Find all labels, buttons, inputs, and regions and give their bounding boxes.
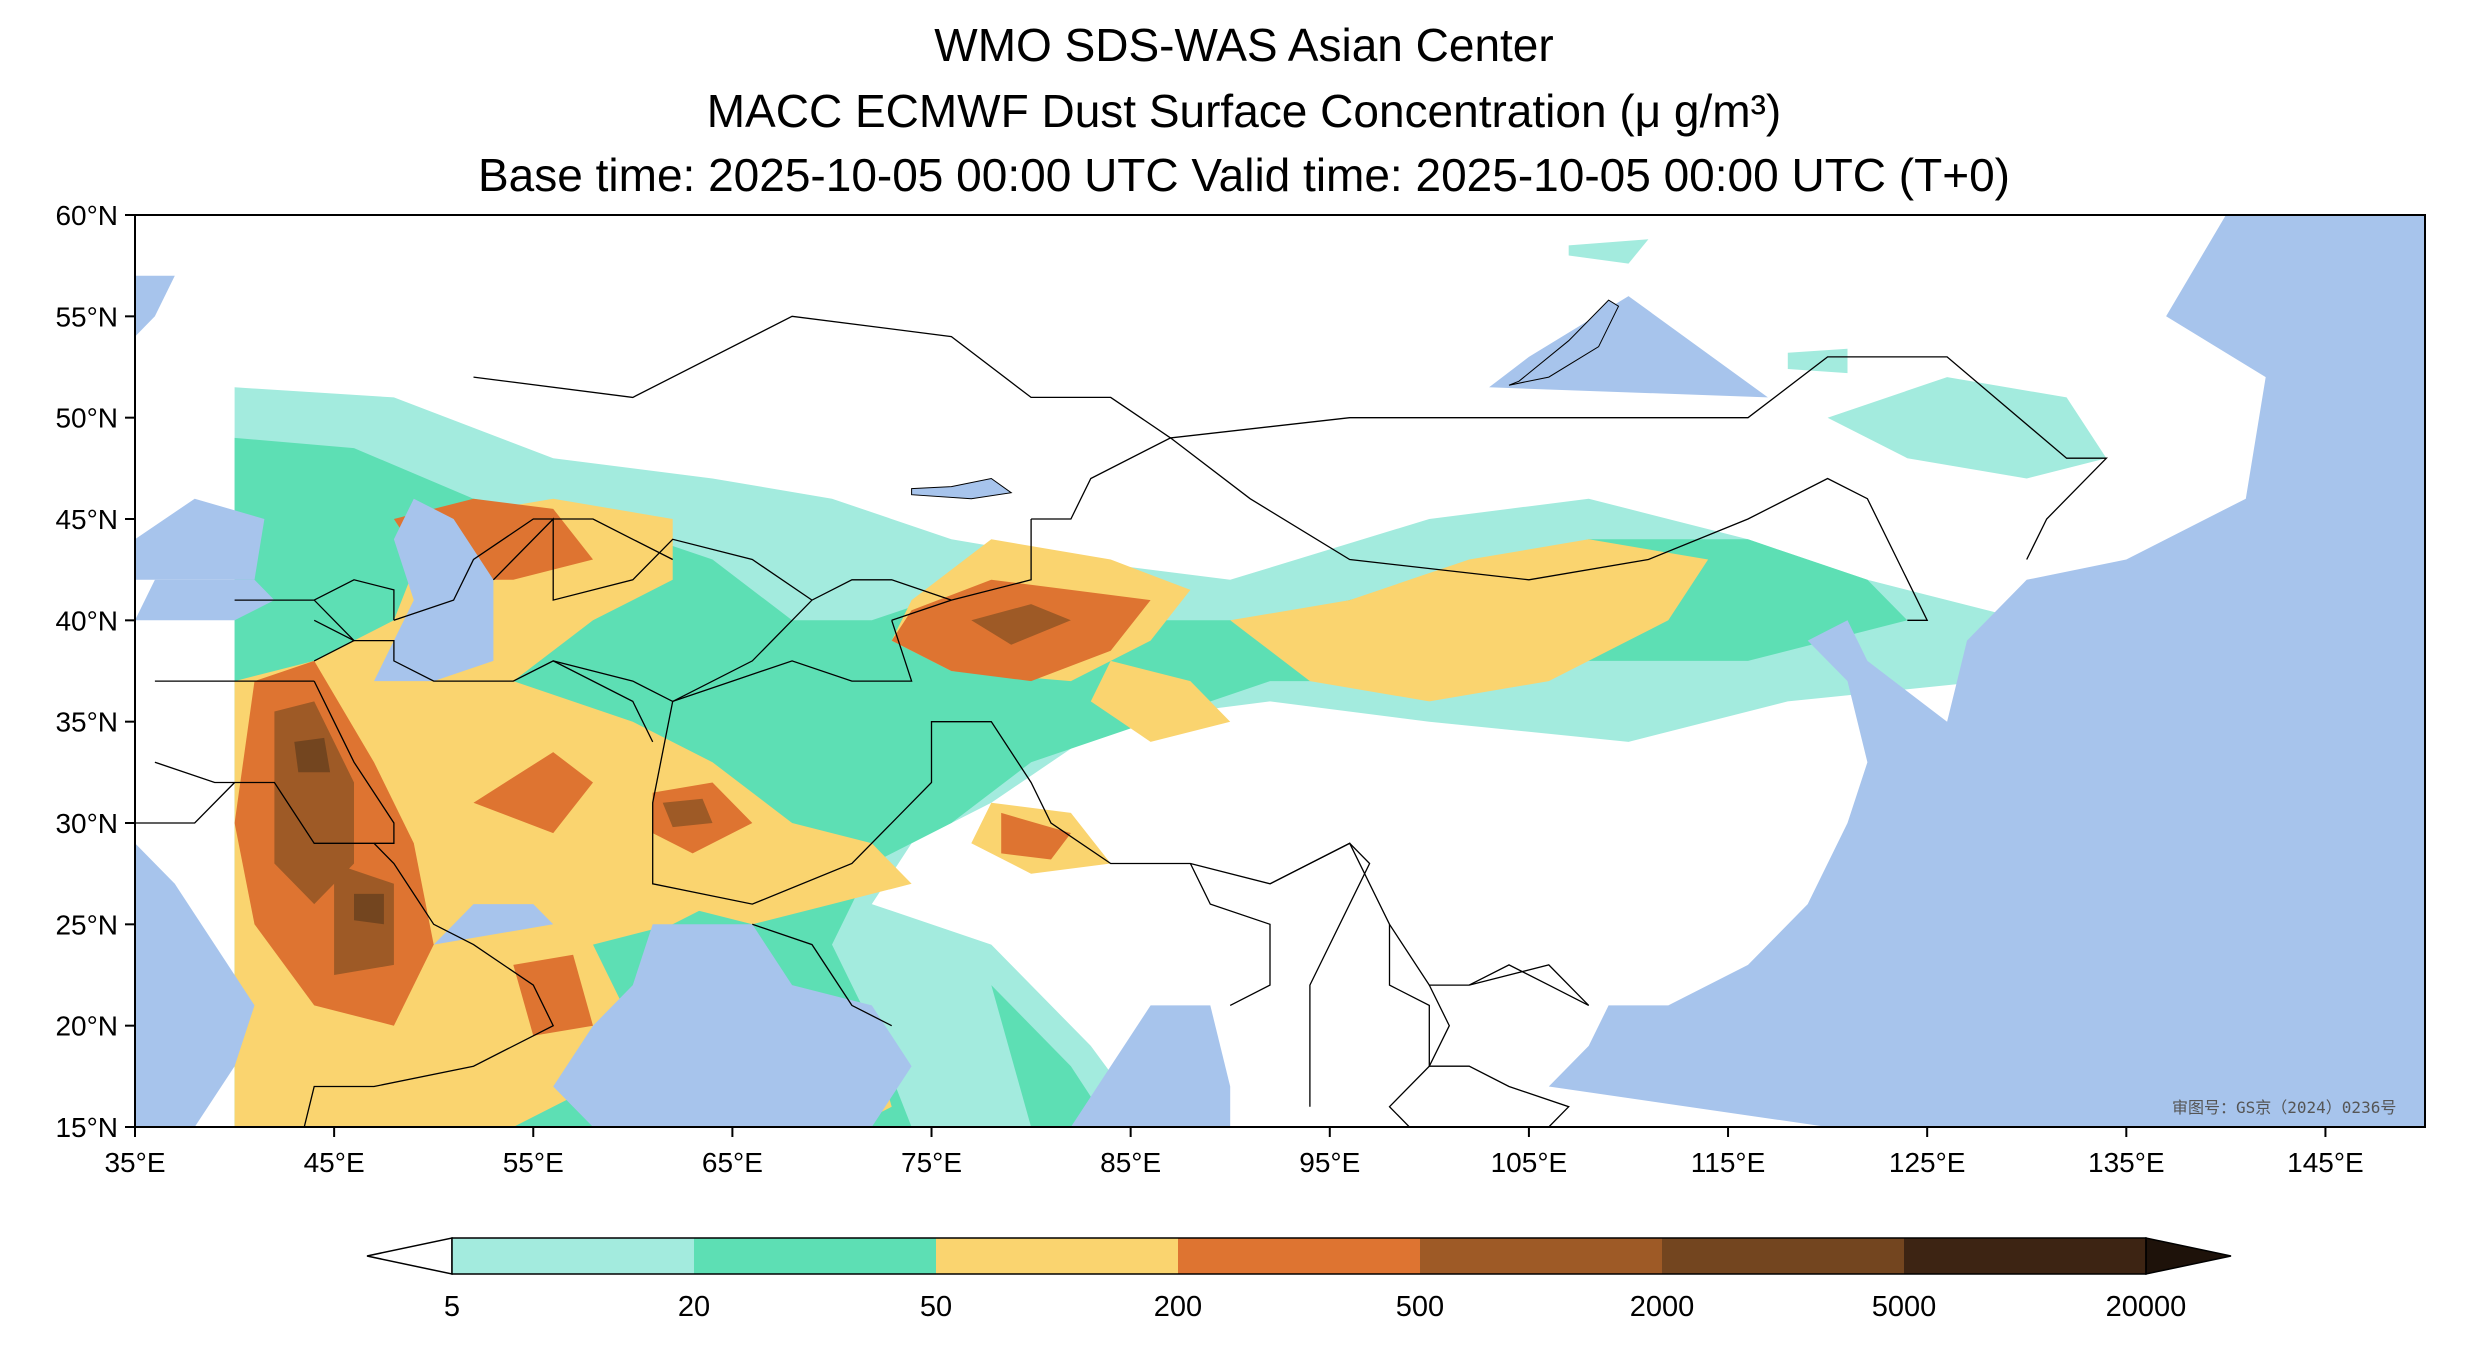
- dust-region-level-3: [513, 954, 593, 1036]
- country-border: [1031, 437, 1929, 621]
- dust-region-level-4: [274, 701, 354, 905]
- lat-tick-label: 35°N: [55, 707, 118, 738]
- country-border: [1388, 924, 1430, 1127]
- ocean-area: [1070, 1005, 1231, 1127]
- country-border: [393, 518, 673, 621]
- ocean-area: [1548, 215, 2425, 1127]
- lon-tick-label: 125°E: [1889, 1147, 1966, 1178]
- dust-region-level-4: [971, 604, 1071, 645]
- colorbar-level-label: 20: [678, 1291, 710, 1323]
- ocean-area: [135, 498, 265, 580]
- lon-tick-label: 95°E: [1299, 1147, 1360, 1178]
- lat-tick-label: 55°N: [55, 301, 118, 332]
- title-line-3: Base time: 2025-10-05 00:00 UTC Valid ti…: [478, 149, 2010, 201]
- lon-tick-label: 115°E: [1691, 1147, 1766, 1178]
- ocean-area: [135, 275, 175, 337]
- colorbar-level-label: 50: [920, 1291, 952, 1323]
- dust-region-level-0: [1827, 377, 2107, 479]
- country-border: [652, 620, 1590, 1006]
- lake-baikal: [1508, 299, 1620, 386]
- lon-tick-label: 45°E: [304, 1147, 365, 1178]
- lat-tick-label: 15°N: [55, 1112, 118, 1143]
- colorbar-segment: [1420, 1238, 1663, 1274]
- lon-tick-label: 55°E: [503, 1147, 564, 1178]
- lat-tick-label: 45°N: [55, 504, 118, 535]
- dust-region-level-2: [1230, 539, 1709, 702]
- country-border: [553, 579, 952, 703]
- country-border: [1189, 863, 1271, 1006]
- map-panel: [135, 215, 2425, 1127]
- title-line-2: MACC ECMWF Dust Surface Concentration (μ…: [706, 85, 1782, 137]
- country-border: [1428, 984, 1570, 1127]
- colorbar-segment: [1904, 1238, 2147, 1274]
- dust-region-level-4: [662, 798, 713, 828]
- lat-tick-label: 60°N: [55, 200, 118, 231]
- lon-tick-label: 135°E: [2088, 1147, 2165, 1178]
- country-border: [154, 761, 555, 1127]
- dust-region-level-1: [991, 985, 1111, 1127]
- ocean-area: [374, 498, 494, 682]
- country-border: [313, 579, 395, 621]
- lon-tick-label: 35°E: [104, 1147, 165, 1178]
- colorbar: 5 20 50 200 500 2000 5000 20000: [366, 1237, 2232, 1323]
- country-border: [891, 519, 1032, 621]
- country-borders: [135, 315, 2108, 1127]
- ocean-area: [1489, 296, 1768, 398]
- dust-region-level-0: [1787, 348, 1848, 374]
- colorbar-level-label: 2000: [1630, 1291, 1695, 1323]
- country-border: [135, 782, 236, 824]
- country-border: [752, 923, 892, 1027]
- colorbar-frame: [451, 1237, 2147, 1275]
- colorbar-level-label: 20000: [2106, 1291, 2187, 1323]
- colorbar-low-extend: [366, 1237, 453, 1275]
- ocean-area: [433, 904, 554, 945]
- country-border: [234, 599, 356, 662]
- colorbar-segment: [452, 1238, 695, 1274]
- country-border: [1468, 964, 1589, 1006]
- ocean-area: [553, 924, 912, 1127]
- dust-region-level-5: [354, 893, 384, 925]
- lat-tick-label: 20°N: [55, 1011, 118, 1042]
- ocean-layer: [135, 215, 2425, 1127]
- colorbar-high-extend: [2145, 1237, 2232, 1275]
- map-frame: [134, 214, 2426, 1128]
- country-border: [1269, 842, 1371, 1107]
- latitude-axis: 60°N 55°N 50°N 45°N 40°N 35°N 30°N 25°N 20°N 15°N: [55, 200, 135, 1143]
- lat-tick-label: 50°N: [55, 403, 118, 434]
- colorbar-segment: [694, 1238, 937, 1274]
- dust-region-level-3: [1001, 812, 1071, 860]
- lat-tick-label: 25°N: [55, 909, 118, 940]
- colorbar-level-label: 5000: [1872, 1291, 1937, 1323]
- ocean-area: [135, 579, 275, 621]
- colorbar-segment: [1178, 1238, 1421, 1274]
- lon-tick-label: 105°E: [1491, 1147, 1568, 1178]
- lat-tick-label: 30°N: [55, 808, 118, 839]
- lake-balkhash: [911, 477, 1013, 500]
- country-border: [313, 619, 654, 743]
- lon-tick-label: 65°E: [702, 1147, 763, 1178]
- ocean-area: [135, 843, 255, 1127]
- colorbar-segment: [1662, 1238, 1905, 1274]
- dust-region-level-2: [1090, 660, 1231, 742]
- colorbar-segment: [936, 1238, 1179, 1274]
- dust-region-level-3: [473, 752, 593, 834]
- map-approval-number: 审图号：GS京（2024）0236号: [2172, 1098, 2396, 1117]
- dust-region-level-0: [1568, 239, 1649, 264]
- colorbar-level-label: 200: [1154, 1291, 1202, 1323]
- title-line-1: WMO SDS-WAS Asian Center: [934, 19, 1554, 71]
- lon-tick-label: 85°E: [1100, 1147, 1161, 1178]
- lon-tick-label: 75°E: [901, 1147, 962, 1178]
- country-border: [313, 680, 395, 844]
- lat-tick-label: 40°N: [55, 605, 118, 636]
- lon-tick-label: 145°E: [2287, 1147, 2364, 1178]
- colorbar-level-label: 5: [444, 1291, 460, 1323]
- country-border: [473, 315, 2108, 560]
- longitude-axis: 35°E 45°E 55°E 65°E 75°E 85°E 95°E 105°E 115°E 12…: [104, 1127, 2364, 1178]
- dust-region-level-5: [294, 737, 331, 773]
- colorbar-level-label: 500: [1396, 1291, 1444, 1323]
